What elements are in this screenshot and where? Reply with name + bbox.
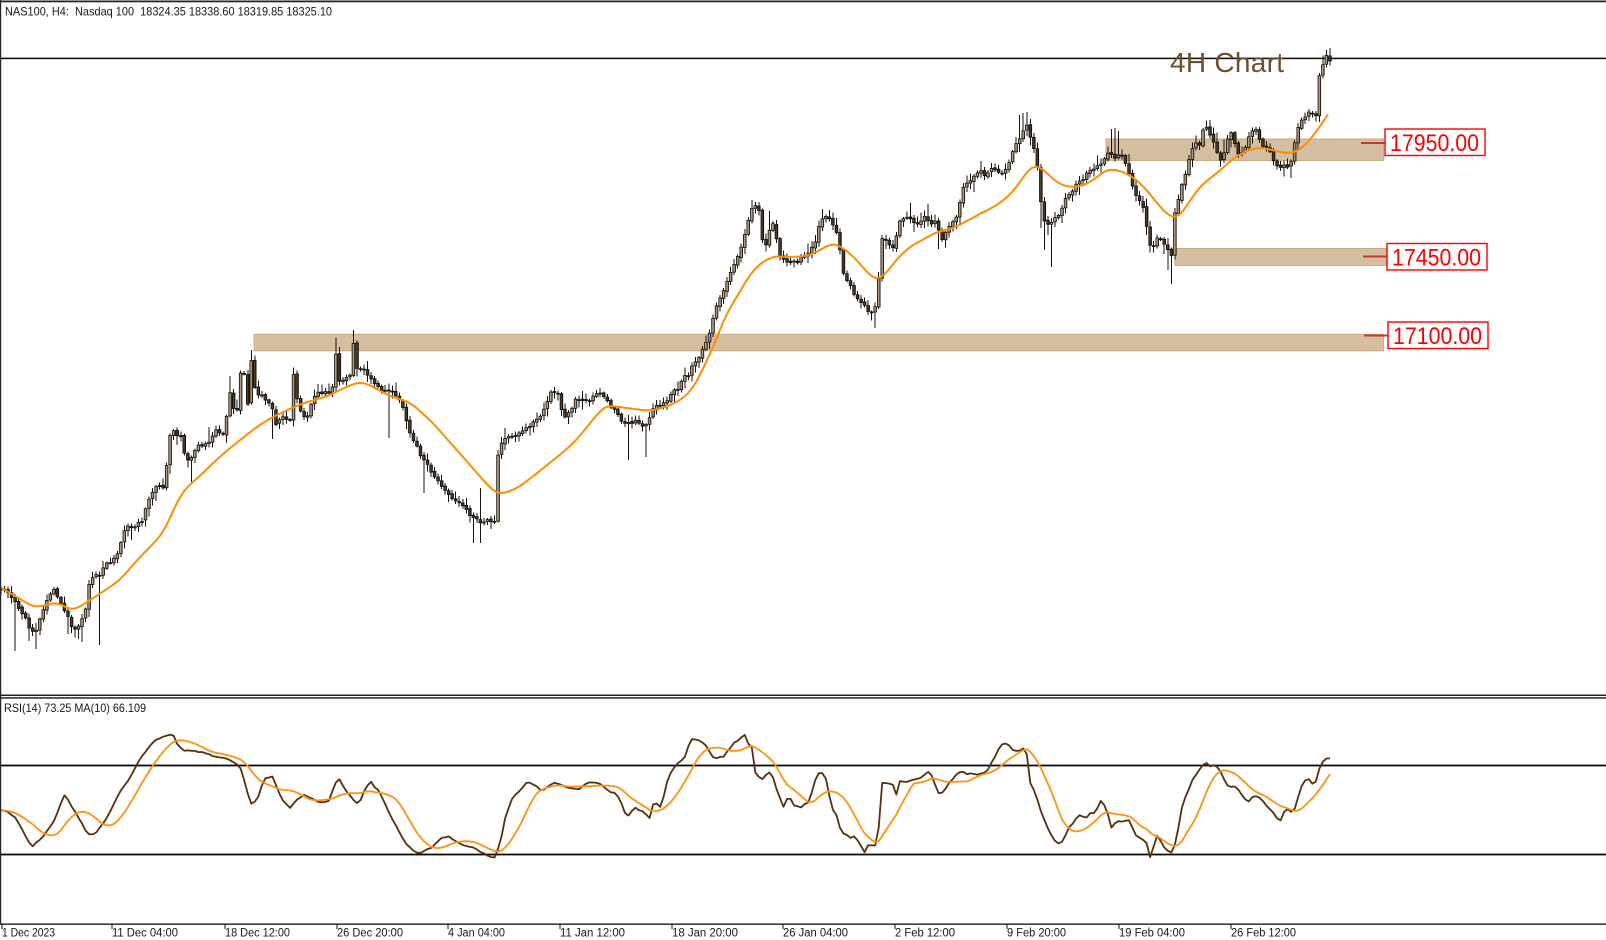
svg-text:26 Feb 12:00: 26 Feb 12:00	[1231, 928, 1296, 940]
svg-text:11 Jan 12:00: 11 Jan 12:00	[560, 928, 625, 940]
svg-text:NAS100, H4: Nasdaq 100 18324: NAS100, H4: Nasdaq 100 18324.35 18338.60…	[5, 5, 332, 19]
svg-text:18 Dec 12:00: 18 Dec 12:00	[225, 928, 290, 940]
svg-text:18 Jan 20:00: 18 Jan 20:00	[672, 928, 738, 940]
svg-text:9 Feb 20:00: 9 Feb 20:00	[1007, 928, 1066, 940]
svg-text:17100.00: 17100.00	[1393, 323, 1482, 350]
svg-text:2 Feb 12:00: 2 Feb 12:00	[895, 928, 955, 940]
svg-text:19 Feb 04:00: 19 Feb 04:00	[1119, 928, 1185, 940]
svg-text:17450.00: 17450.00	[1392, 245, 1481, 272]
svg-text:26 Jan 04:00: 26 Jan 04:00	[783, 928, 848, 940]
svg-text:4 Jan 04:00: 4 Jan 04:00	[448, 928, 505, 940]
svg-text:4H Chart: 4H Chart	[1170, 47, 1284, 78]
svg-text:11 Dec 04:00: 11 Dec 04:00	[112, 928, 178, 940]
svg-text:17950.00: 17950.00	[1390, 130, 1479, 157]
svg-text:26 Dec 20:00: 26 Dec 20:00	[337, 928, 403, 940]
svg-text:RSI(14) 73.25 MA(10) 66.109: RSI(14) 73.25 MA(10) 66.109	[4, 701, 146, 715]
svg-text:1 Dec 2023: 1 Dec 2023	[2, 928, 55, 940]
